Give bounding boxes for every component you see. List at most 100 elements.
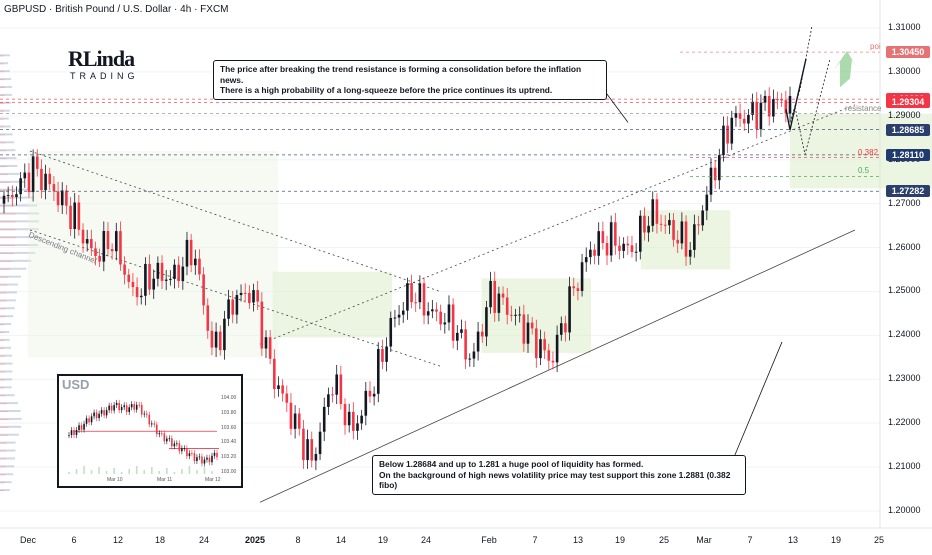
candle-body xyxy=(431,309,434,312)
top-note-line-1: The price after breaking the trend resis… xyxy=(220,64,582,85)
x-tick-label: 24 xyxy=(420,535,432,545)
candle-body xyxy=(485,307,488,337)
candle-body xyxy=(310,439,314,461)
volume-profile-bar xyxy=(0,308,6,310)
candle-body xyxy=(659,223,663,225)
inset-volume-bar xyxy=(68,472,70,474)
inset-x-tick: Mar 11 xyxy=(157,477,173,483)
inset-candle-body xyxy=(100,410,103,414)
candle-body xyxy=(360,415,363,424)
candle-body xyxy=(231,299,235,315)
inset-volume-bar xyxy=(166,468,168,474)
volume-profile-bar xyxy=(0,245,16,247)
volume-profile-bar xyxy=(0,102,5,104)
usd-inset-chart[interactable]: USD 104.00 103.80 103.60 103.40 103.20 103.00… xyxy=(57,374,243,488)
volume-profile-bar xyxy=(0,450,7,452)
x-tick-label: 7 xyxy=(747,535,753,545)
y-tick-label: 1.31000 xyxy=(888,22,921,32)
candle-body xyxy=(738,113,742,119)
candle-body xyxy=(52,184,56,192)
candle-body xyxy=(718,155,721,181)
candle-body xyxy=(543,339,546,351)
volume-profile-bar xyxy=(0,141,15,144)
inset-candle-body xyxy=(213,452,216,456)
inset-y-tick: 103.80 xyxy=(221,409,237,416)
inset-title: USD xyxy=(62,377,90,392)
candle-body xyxy=(510,314,513,316)
candle-body xyxy=(418,283,422,303)
volume-profile-bar xyxy=(0,425,22,428)
candle-body xyxy=(742,118,746,124)
inset-candle-body xyxy=(206,457,208,460)
volume-profile-bar xyxy=(0,481,12,484)
inset-candle-body xyxy=(138,404,141,406)
candle-body xyxy=(460,329,463,333)
inset-volume-bar xyxy=(98,467,100,474)
volume-profile-bar xyxy=(0,205,15,207)
candle-body xyxy=(114,231,118,252)
candle-body xyxy=(501,293,505,298)
candle-body xyxy=(173,264,176,279)
bottom-note-line-2: On the background of high news volatilit… xyxy=(379,469,731,491)
volume-profile-bar xyxy=(0,204,38,207)
candle-body xyxy=(35,156,39,169)
candle-body xyxy=(722,125,725,156)
candle-body xyxy=(493,280,497,313)
candle-body xyxy=(547,350,551,361)
y-tick-label: 1.27000 xyxy=(888,197,921,208)
candle-body xyxy=(306,439,309,461)
inset-candle-body xyxy=(166,438,168,442)
candle-body xyxy=(784,100,788,114)
candle-body xyxy=(593,249,596,256)
candle-body xyxy=(688,249,692,257)
candle-body xyxy=(630,245,634,253)
candle-body xyxy=(655,199,659,224)
inset-candle-body xyxy=(85,418,88,424)
candle-body xyxy=(23,172,27,179)
volume-profile-bar xyxy=(0,158,7,160)
candle-body xyxy=(647,225,650,233)
inset-volume-bar xyxy=(150,467,153,474)
volume-profile-bar xyxy=(0,244,39,247)
volume-profile-bar xyxy=(0,86,5,88)
forecast-arrow-main xyxy=(785,58,807,131)
candle-body xyxy=(589,249,592,258)
volume-profile-bar xyxy=(0,150,7,152)
volume-profile-bar xyxy=(0,417,22,420)
candle-body xyxy=(256,290,259,302)
volume-profile-bar xyxy=(0,220,39,223)
candle-body xyxy=(709,167,713,195)
candle-body xyxy=(135,287,139,298)
volume-profile-bar xyxy=(0,157,17,160)
candle-body xyxy=(401,310,405,315)
candle-body xyxy=(69,205,72,229)
candle-body xyxy=(327,394,330,407)
volume-profile-bar xyxy=(0,315,14,318)
candle-body xyxy=(273,358,276,390)
candle-body xyxy=(368,390,372,397)
logo-main: RLinda xyxy=(68,46,135,71)
x-tick-label: 2025 xyxy=(244,535,266,545)
candle-body xyxy=(90,239,93,249)
volume-profile-bar xyxy=(0,465,15,468)
candle-body xyxy=(767,95,771,117)
candle-body xyxy=(164,279,168,281)
consolidation-zone xyxy=(28,150,278,358)
volume-profile-bar xyxy=(0,251,36,254)
y-tick-label: 1.23000 xyxy=(888,373,921,384)
bottom-note-pointer xyxy=(731,341,783,463)
candle-body xyxy=(44,173,47,191)
volume-profile-bar xyxy=(0,299,16,302)
descending-channel-upper xyxy=(29,150,441,292)
volume-profile-bar xyxy=(0,283,18,286)
candle-body xyxy=(626,243,630,246)
x-tick-label: 19 xyxy=(830,535,842,545)
candle-body xyxy=(6,195,10,197)
candle-body xyxy=(568,286,571,333)
inset-candle-body xyxy=(193,453,196,462)
candle-body xyxy=(684,221,688,257)
volume-profile-bar xyxy=(0,110,4,112)
inset-candle-body xyxy=(135,404,138,410)
volume-profile-bar xyxy=(0,442,7,444)
